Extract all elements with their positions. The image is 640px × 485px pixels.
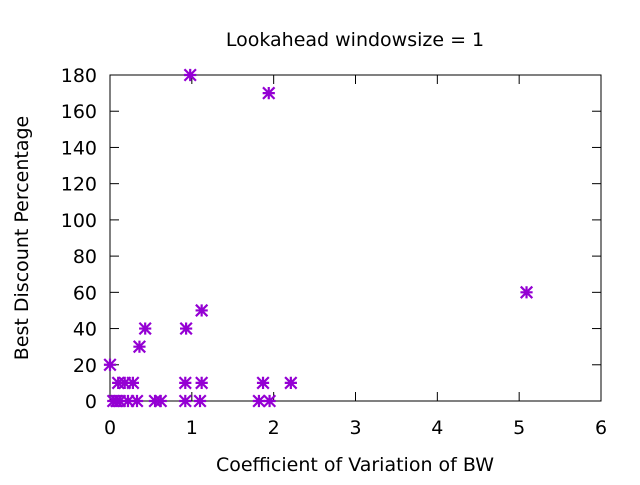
data-point: [138, 322, 152, 336]
x-axis: 0 1 2 3 4 5 6: [104, 75, 607, 439]
data-point: [252, 394, 266, 408]
y-tick-label: 180: [61, 65, 97, 87]
x-tick-label: 4: [431, 417, 443, 439]
data-point: [256, 376, 270, 390]
data-point: [284, 376, 298, 390]
data-point: [195, 376, 209, 390]
y-tick-label: 0: [85, 391, 97, 413]
data-point: [263, 394, 277, 408]
data-point: [126, 376, 140, 390]
chart-title: Lookahead windowsize = 1: [226, 29, 484, 51]
data-point: [179, 322, 193, 336]
data-point: [103, 358, 117, 372]
data-point: [262, 86, 276, 100]
x-tick-label: 1: [186, 417, 198, 439]
x-tick-label: 5: [513, 417, 525, 439]
data-points: [103, 68, 534, 408]
data-point: [154, 394, 168, 408]
data-point: [113, 394, 127, 408]
y-tick-label: 60: [73, 282, 97, 304]
x-axis-title: Coefficient of Variation of BW: [216, 454, 494, 476]
y-tick-label: 100: [61, 210, 97, 232]
y-tick-label: 140: [61, 137, 97, 159]
data-point: [121, 394, 135, 408]
y-tick-label: 160: [61, 101, 97, 123]
data-point: [178, 376, 192, 390]
data-point: [519, 285, 534, 299]
x-tick-label: 6: [595, 417, 607, 439]
y-axis: 0 20 40 60 80 100 120 140 160 180: [61, 65, 601, 413]
data-point: [118, 376, 132, 390]
x-tick-label: 3: [349, 417, 361, 439]
y-tick-label: 20: [73, 355, 97, 377]
plot-area-border: [109, 74, 602, 402]
y-tick-label: 120: [61, 174, 97, 196]
y-tick-label: 80: [73, 246, 97, 268]
x-tick-label: 0: [104, 417, 116, 439]
data-point: [193, 394, 207, 408]
data-point: [195, 303, 209, 317]
data-point: [183, 68, 197, 82]
y-axis-title: Best Discount Percentage: [11, 116, 33, 360]
data-point: [130, 394, 144, 408]
data-point: [111, 376, 125, 390]
data-point: [178, 394, 192, 408]
y-tick-label: 40: [73, 319, 97, 341]
data-point: [132, 340, 147, 354]
x-tick-label: 2: [268, 417, 280, 439]
